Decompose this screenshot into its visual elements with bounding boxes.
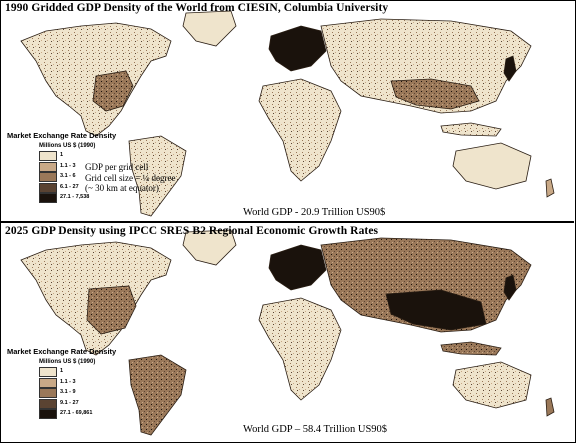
japan	[503, 55, 517, 82]
legend-swatch	[39, 172, 57, 182]
new-zealand	[545, 397, 555, 417]
legend-class-2: 1.1 - 3	[39, 161, 257, 173]
asia	[320, 18, 532, 114]
legend-class-5: 27.1 - 7,538	[39, 193, 257, 204]
legend-1990: Market Exchange Rate Density Millions US…	[7, 131, 257, 204]
greenland	[182, 229, 237, 266]
legend-class-label: 27.1 - 7,538	[60, 194, 90, 200]
legend-note: (~ 30 km at equator)	[85, 183, 159, 194]
usa-east-dense	[86, 285, 137, 335]
legend-class-label: 1	[60, 152, 64, 158]
legend-units: Millions US $ (1990)	[39, 359, 96, 365]
australia	[452, 361, 532, 409]
panel-title-1990: 1990 Gridded GDP Density of the World fr…	[5, 2, 389, 14]
legend-notes: GDP per grid cell Grid cell size = ¼ deg…	[85, 162, 176, 194]
legend-class-label: 3.1 - 6	[60, 173, 76, 179]
legend-swatch	[39, 367, 57, 377]
legend-class-label: 3.1 - 9	[60, 389, 76, 395]
indonesia	[440, 122, 502, 137]
legend-class-2: 1.1 - 3	[39, 377, 257, 389]
new-zealand	[545, 178, 555, 198]
greenland	[182, 10, 237, 47]
legend-swatch	[39, 151, 57, 161]
africa	[258, 297, 342, 401]
legend-class-3: 3.1 - 6	[39, 172, 257, 183]
world-map-1990	[20, 10, 555, 217]
legend-class-1: 1	[39, 151, 257, 162]
legend-class-4: 6.1 - 27	[39, 182, 257, 194]
legend-class-1: 1	[39, 367, 257, 378]
japan	[503, 274, 517, 301]
legend-class-label: 1	[60, 368, 64, 374]
asia-south-dense	[390, 78, 480, 110]
legend-swatch	[39, 193, 57, 203]
legend-class-5: 27.1 - 69,861	[39, 409, 257, 420]
legend-class-label: 1.1 - 3	[60, 162, 76, 169]
panel-title-2025: 2025 GDP Density using IPCC SRES B2 Regi…	[5, 225, 379, 237]
world-gdp-total-1990: World GDP - 20.9 Trillion US90$	[243, 207, 386, 218]
south-america	[128, 354, 187, 436]
usa-east-dense	[92, 70, 134, 112]
australia	[452, 142, 532, 190]
legend-title: Market Exchange Rate Density	[7, 347, 117, 356]
map-panel-2025: 2025 GDP Density using IPCC SRES B2 Regi…	[1, 224, 573, 440]
asia-south-dense	[385, 289, 487, 331]
europe	[268, 244, 327, 291]
legend-units: Millions US $ (1990)	[39, 143, 96, 149]
legend-title: Market Exchange Rate Density	[7, 131, 117, 140]
legend-class-label: 27.1 - 69,861	[60, 410, 93, 416]
south-america	[128, 135, 187, 217]
legend-swatch	[39, 182, 57, 193]
world-gdp-total-2025: World GDP – 58.4 Trillion US90$	[243, 424, 388, 435]
panel-divider	[0, 221, 574, 223]
legend-class-label: 6.1 - 27	[60, 183, 79, 190]
legend-swatch	[39, 388, 57, 398]
legend-note: Grid cell size = ¼ degree	[85, 172, 176, 183]
legend-2025: Market Exchange Rate Density Millions US…	[7, 347, 257, 420]
legend-class-3: 3.1 - 9	[39, 388, 257, 399]
map-panel-1990: 1990 Gridded GDP Density of the World fr…	[1, 1, 573, 221]
legend-class-label: 9.1 - 27	[60, 399, 79, 406]
world-map-2025	[20, 229, 555, 436]
legend-note: GDP per grid cell	[85, 162, 149, 172]
legend-swatch	[39, 377, 57, 388]
legend-class-label: 1.1 - 3	[60, 378, 76, 385]
africa	[258, 78, 342, 182]
legend-swatch	[39, 398, 57, 409]
legend-class-4: 9.1 - 27	[39, 398, 257, 410]
europe	[268, 25, 327, 72]
legend-swatch	[39, 409, 57, 419]
indonesia	[440, 341, 502, 356]
legend-swatch	[39, 161, 57, 172]
